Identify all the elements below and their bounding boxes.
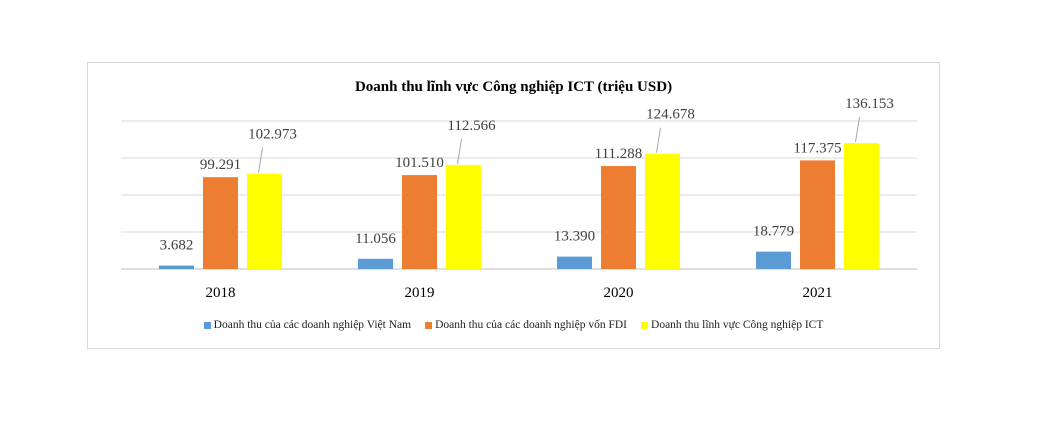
legend-item-ict: Doanh thu lĩnh vực Công nghiệp ICT <box>641 319 823 331</box>
data-label-ict-2021: 136.153 <box>845 96 894 112</box>
data-label-fdi-2021: 117.375 <box>793 140 841 156</box>
leader-line-2019 <box>457 138 462 164</box>
legend-label-ict: Doanh thu lĩnh vực Công nghiệp ICT <box>651 319 824 331</box>
data-label-fdi-2019: 101.510 <box>395 155 444 171</box>
bar-vietnam-2019 <box>358 258 393 269</box>
plot-area: 3.682 99.291 102.973 2018 11.056 101.510 112.5… <box>121 96 917 301</box>
data-label-vietnam-2020: 13.390 <box>554 229 595 245</box>
bar-ict-2019 <box>446 164 481 269</box>
legend-item-vietnam: Doanh thu của các doanh nghiệp Việt Nam <box>203 319 412 331</box>
leader-line-2020 <box>656 127 661 153</box>
bar-vietnam-2018 <box>159 265 194 269</box>
legend: Doanh thu của các doanh nghiệp Việt Nam … <box>88 319 939 331</box>
data-label-ict-2020: 124.678 <box>646 107 695 123</box>
x-tick-label-2020: 2020 <box>604 285 634 301</box>
leader-line-2018 <box>258 147 263 173</box>
bar-fdi-2018 <box>203 177 238 269</box>
data-label-fdi-2020: 111.288 <box>595 146 643 162</box>
data-label-vietnam-2019: 11.056 <box>355 231 396 247</box>
legend-label-vietnam: Doanh thu của các doanh nghiệp Việt Nam <box>213 319 412 331</box>
bar-ict-2020 <box>645 153 680 269</box>
x-tick-label-2018: 2018 <box>206 285 236 301</box>
bar-ict-2021 <box>844 143 879 269</box>
bar-vietnam-2021 <box>756 251 791 269</box>
bar-fdi-2020 <box>601 166 636 269</box>
legend-swatch-ict <box>641 321 649 329</box>
data-label-vietnam-2018: 3.682 <box>160 238 194 254</box>
bar-vietnam-2020 <box>557 256 592 269</box>
bar-fdi-2021 <box>800 160 835 269</box>
chart-frame: Doanh thu lĩnh vực Công nghiệp ICT (triệ… <box>87 62 940 349</box>
x-tick-label-2019: 2019 <box>405 285 435 301</box>
data-label-fdi-2018: 99.291 <box>200 157 241 173</box>
leader-line-2021 <box>855 116 860 143</box>
legend-swatch-vietnam <box>203 321 211 329</box>
legend-label-fdi: Doanh thu của các doanh nghiệp vốn FDI <box>435 319 628 331</box>
data-label-ict-2018: 102.973 <box>248 127 297 143</box>
data-label-vietnam-2021: 18.779 <box>753 224 794 240</box>
data-label-ict-2019: 112.566 <box>447 118 496 134</box>
bar-fdi-2019 <box>402 175 437 269</box>
legend-swatch-fdi <box>425 321 433 329</box>
chart-title: Doanh thu lĩnh vực Công nghiệp ICT (triệ… <box>354 79 673 95</box>
x-tick-label-2021: 2021 <box>803 285 833 301</box>
bar-ict-2018 <box>247 173 282 269</box>
legend-item-fdi: Doanh thu của các doanh nghiệp vốn FDI <box>425 319 627 331</box>
